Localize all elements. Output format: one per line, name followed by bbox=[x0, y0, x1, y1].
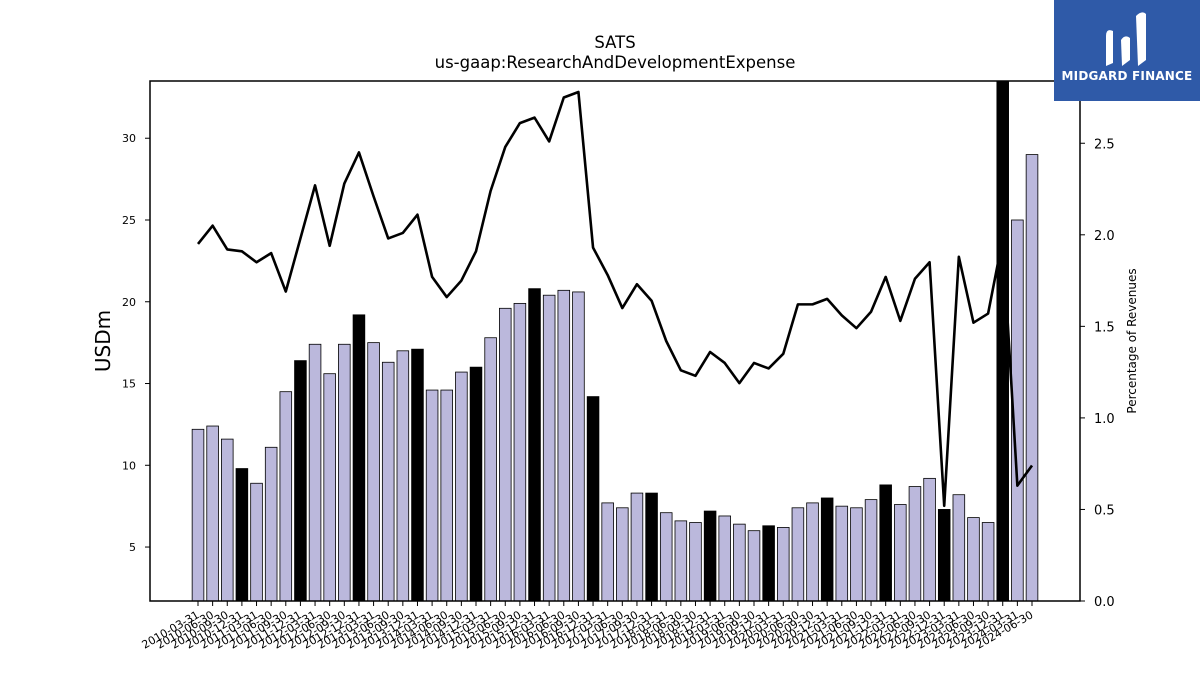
bar bbox=[630, 492, 644, 602]
bar bbox=[469, 366, 483, 602]
bar bbox=[425, 389, 439, 602]
y2-tick-label: 1.0 bbox=[1094, 412, 1115, 427]
bar bbox=[894, 504, 907, 602]
bar bbox=[191, 428, 205, 602]
bar bbox=[250, 482, 263, 602]
bar bbox=[601, 502, 614, 602]
bar bbox=[440, 389, 453, 602]
bar bbox=[923, 477, 936, 602]
bar bbox=[308, 343, 322, 602]
bar bbox=[762, 525, 775, 602]
bar bbox=[279, 391, 293, 602]
bar bbox=[806, 502, 819, 602]
bar bbox=[996, 80, 1009, 602]
y-axis-label: USDm bbox=[91, 310, 115, 372]
y-axis-left: 5 10 15 20 25 30 bbox=[122, 132, 150, 554]
bar bbox=[586, 396, 600, 602]
percentage-line bbox=[196, 90, 1034, 508]
y-tick-label: 20 bbox=[122, 296, 136, 309]
bar bbox=[674, 520, 688, 602]
bar bbox=[235, 468, 249, 602]
y2-axis-label: Percentage of Revenues bbox=[1125, 268, 1139, 413]
bar bbox=[791, 507, 805, 602]
bar bbox=[1025, 154, 1039, 602]
bar bbox=[747, 530, 761, 602]
bar bbox=[616, 507, 629, 602]
bar bbox=[864, 499, 878, 602]
bar bbox=[879, 484, 892, 602]
bar bbox=[294, 360, 307, 602]
y-tick-label: 25 bbox=[122, 214, 136, 227]
bar bbox=[206, 425, 219, 602]
bar bbox=[820, 497, 834, 602]
bar bbox=[718, 515, 731, 602]
bar bbox=[484, 337, 497, 602]
bar bbox=[908, 486, 922, 602]
bar bbox=[499, 307, 512, 602]
bar bbox=[338, 343, 351, 602]
line-series bbox=[196, 90, 1034, 508]
bar bbox=[937, 509, 951, 602]
bar bbox=[264, 446, 278, 602]
bar bbox=[323, 373, 336, 602]
brand-logo: MIDGARD FINANCE bbox=[1054, 0, 1200, 101]
plot-frame bbox=[149, 80, 1081, 602]
y-tick-label: 15 bbox=[122, 378, 136, 391]
bar bbox=[455, 371, 468, 602]
y2-tick-label: 0.5 bbox=[1094, 503, 1115, 518]
bar bbox=[528, 288, 541, 602]
bar bbox=[703, 510, 717, 602]
bar bbox=[367, 342, 380, 602]
bar bbox=[850, 507, 863, 602]
bar bbox=[835, 505, 849, 602]
bar bbox=[572, 291, 585, 602]
bar bbox=[645, 492, 658, 602]
y-tick-label: 5 bbox=[129, 541, 136, 554]
y2-tick-label: 0.0 bbox=[1094, 595, 1115, 610]
bar bbox=[411, 348, 424, 602]
bar bbox=[542, 294, 556, 602]
bar bbox=[221, 438, 234, 602]
bar bbox=[513, 302, 527, 602]
bar bbox=[967, 517, 980, 602]
y-tick-label: 30 bbox=[122, 132, 136, 145]
logo-mark-icon bbox=[1106, 12, 1146, 67]
chart-subtitle: us-gaap:ResearchAndDevelopmentExpense bbox=[434, 53, 796, 72]
y-tick-label: 10 bbox=[122, 459, 136, 472]
bar bbox=[396, 350, 410, 602]
bar bbox=[981, 522, 995, 602]
bar bbox=[381, 361, 395, 602]
y-axis-right: 0.0 0.5 1.0 1.5 2.0 2.5 bbox=[1080, 137, 1115, 610]
logo-text: MIDGARD FINANCE bbox=[1061, 69, 1193, 83]
bar bbox=[733, 523, 746, 602]
bar-series bbox=[191, 80, 1039, 602]
bar bbox=[952, 494, 966, 602]
bar bbox=[659, 512, 673, 602]
y2-tick-label: 1.5 bbox=[1094, 320, 1115, 335]
bar bbox=[689, 522, 702, 602]
y2-tick-label: 2.5 bbox=[1094, 137, 1115, 152]
bar bbox=[557, 289, 571, 602]
bar bbox=[352, 314, 366, 602]
bar bbox=[777, 527, 790, 602]
chart-title: SATS bbox=[594, 33, 636, 52]
y2-tick-label: 2.0 bbox=[1094, 229, 1115, 244]
x-axis: 2010-03-312010-06-302010-09-302010-12-31… bbox=[140, 601, 1036, 652]
